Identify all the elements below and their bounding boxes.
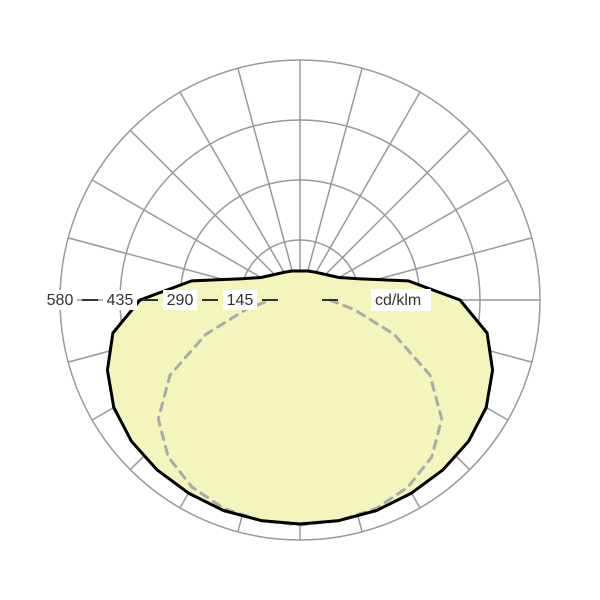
axis-unit-label: cd/klm	[375, 292, 421, 309]
axis-label: 580	[47, 292, 74, 309]
axis-label: 290	[167, 292, 194, 309]
axis-label: 435	[107, 292, 134, 309]
axis-label: 145	[227, 292, 254, 309]
photometric-polar-chart: 580 435 290 145 cd/klm	[0, 0, 600, 600]
